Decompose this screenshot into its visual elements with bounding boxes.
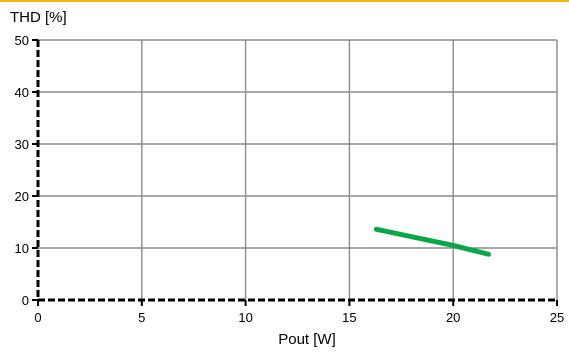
y-tick-label: 40: [15, 85, 29, 100]
x-tick-label: 10: [238, 310, 252, 325]
x-axis-title: Pout [W]: [278, 331, 336, 348]
x-tick-label: 15: [342, 310, 356, 325]
tick-labels: 0 5 10 15 20 25 0 10 20 30 40 50: [15, 33, 565, 325]
grid-lines: [38, 39, 558, 300]
y-tick-label: 10: [15, 241, 29, 256]
x-tick-label: 5: [138, 310, 145, 325]
thd-series-line: [373, 226, 491, 257]
top-accent-rule: [0, 0, 569, 2]
y-tick-label: 50: [15, 33, 29, 48]
x-tick-label: 20: [446, 310, 460, 325]
y-axis-title: THD [%]: [10, 9, 67, 26]
y-tick-label: 30: [15, 137, 29, 152]
x-tick-label: 25: [550, 310, 564, 325]
series-layer: [373, 226, 491, 257]
y-tick-label: 0: [22, 293, 29, 308]
axes: [32, 39, 558, 306]
y-tick-label: 20: [15, 189, 29, 204]
x-tick-label: 0: [34, 310, 41, 325]
